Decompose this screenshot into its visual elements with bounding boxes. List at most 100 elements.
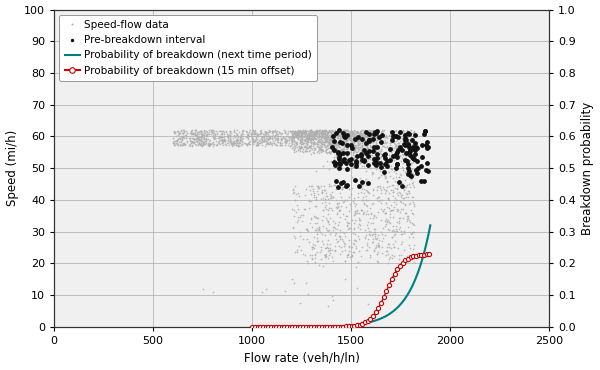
Point (247, 131, 256, 137)
Point (393, 151, 403, 157)
Point (311, 135, 320, 141)
Point (266, 134, 275, 139)
Point (199, 127, 209, 133)
Point (335, 138, 345, 144)
Point (406, 246, 415, 252)
Point (314, 146, 324, 152)
Point (263, 139, 272, 145)
Point (302, 135, 312, 141)
Point (314, 128, 323, 134)
Point (254, 139, 263, 145)
Point (298, 130, 307, 136)
Point (368, 128, 377, 134)
Point (319, 207, 328, 213)
Point (237, 139, 247, 145)
Point (391, 138, 401, 144)
Point (376, 148, 386, 154)
Point (328, 195, 338, 201)
Point (340, 132, 350, 138)
Point (383, 260, 393, 266)
Point (307, 133, 317, 139)
Point (310, 203, 320, 209)
Point (312, 215, 322, 221)
Point (306, 131, 316, 137)
Point (335, 227, 345, 233)
Point (277, 137, 287, 142)
Point (399, 142, 409, 148)
Point (353, 160, 362, 166)
Point (292, 148, 301, 154)
Point (260, 128, 270, 134)
Point (329, 137, 338, 143)
Point (398, 128, 407, 134)
Point (407, 137, 417, 143)
Point (322, 130, 332, 136)
Point (364, 211, 373, 217)
Point (365, 138, 374, 144)
Point (289, 135, 298, 141)
Point (326, 132, 335, 138)
Point (389, 240, 398, 246)
Point (395, 209, 404, 215)
Point (206, 128, 215, 134)
Point (211, 131, 220, 137)
Point (305, 136, 314, 142)
Point (372, 196, 382, 202)
Point (169, 135, 178, 141)
Point (190, 130, 200, 136)
Point (359, 132, 369, 138)
Point (305, 143, 314, 149)
Point (322, 240, 331, 246)
Point (248, 139, 258, 145)
Point (316, 129, 326, 135)
Point (272, 132, 281, 138)
Point (346, 206, 356, 212)
Point (196, 131, 206, 137)
Point (300, 138, 310, 144)
Point (358, 127, 368, 133)
Point (306, 136, 316, 142)
Point (300, 134, 310, 139)
Point (326, 136, 335, 142)
Point (290, 143, 300, 149)
Point (379, 143, 388, 149)
Point (395, 138, 405, 144)
Point (300, 129, 310, 135)
Point (317, 139, 326, 145)
Point (303, 136, 313, 142)
Point (344, 158, 354, 164)
Point (345, 143, 355, 149)
Point (193, 134, 203, 140)
Point (398, 200, 408, 206)
Point (318, 135, 328, 141)
Point (310, 131, 320, 137)
Point (330, 133, 340, 139)
Point (369, 143, 379, 149)
Point (343, 252, 352, 258)
Point (372, 188, 382, 194)
Point (409, 199, 418, 205)
Point (349, 147, 358, 153)
Point (238, 127, 248, 133)
Point (333, 132, 343, 138)
Point (403, 213, 412, 219)
Point (320, 144, 330, 150)
Point (392, 197, 401, 203)
Point (364, 131, 374, 137)
Point (297, 129, 307, 135)
Point (364, 137, 374, 143)
Point (362, 208, 371, 214)
Point (367, 169, 377, 175)
Point (303, 131, 313, 137)
Point (278, 142, 287, 148)
Point (395, 144, 405, 150)
Point (292, 191, 301, 196)
Point (383, 240, 392, 246)
Point (305, 139, 314, 145)
Point (312, 141, 322, 147)
Point (328, 145, 337, 151)
Point (332, 139, 342, 145)
Point (330, 141, 340, 147)
Point (380, 171, 389, 177)
Point (341, 141, 350, 147)
